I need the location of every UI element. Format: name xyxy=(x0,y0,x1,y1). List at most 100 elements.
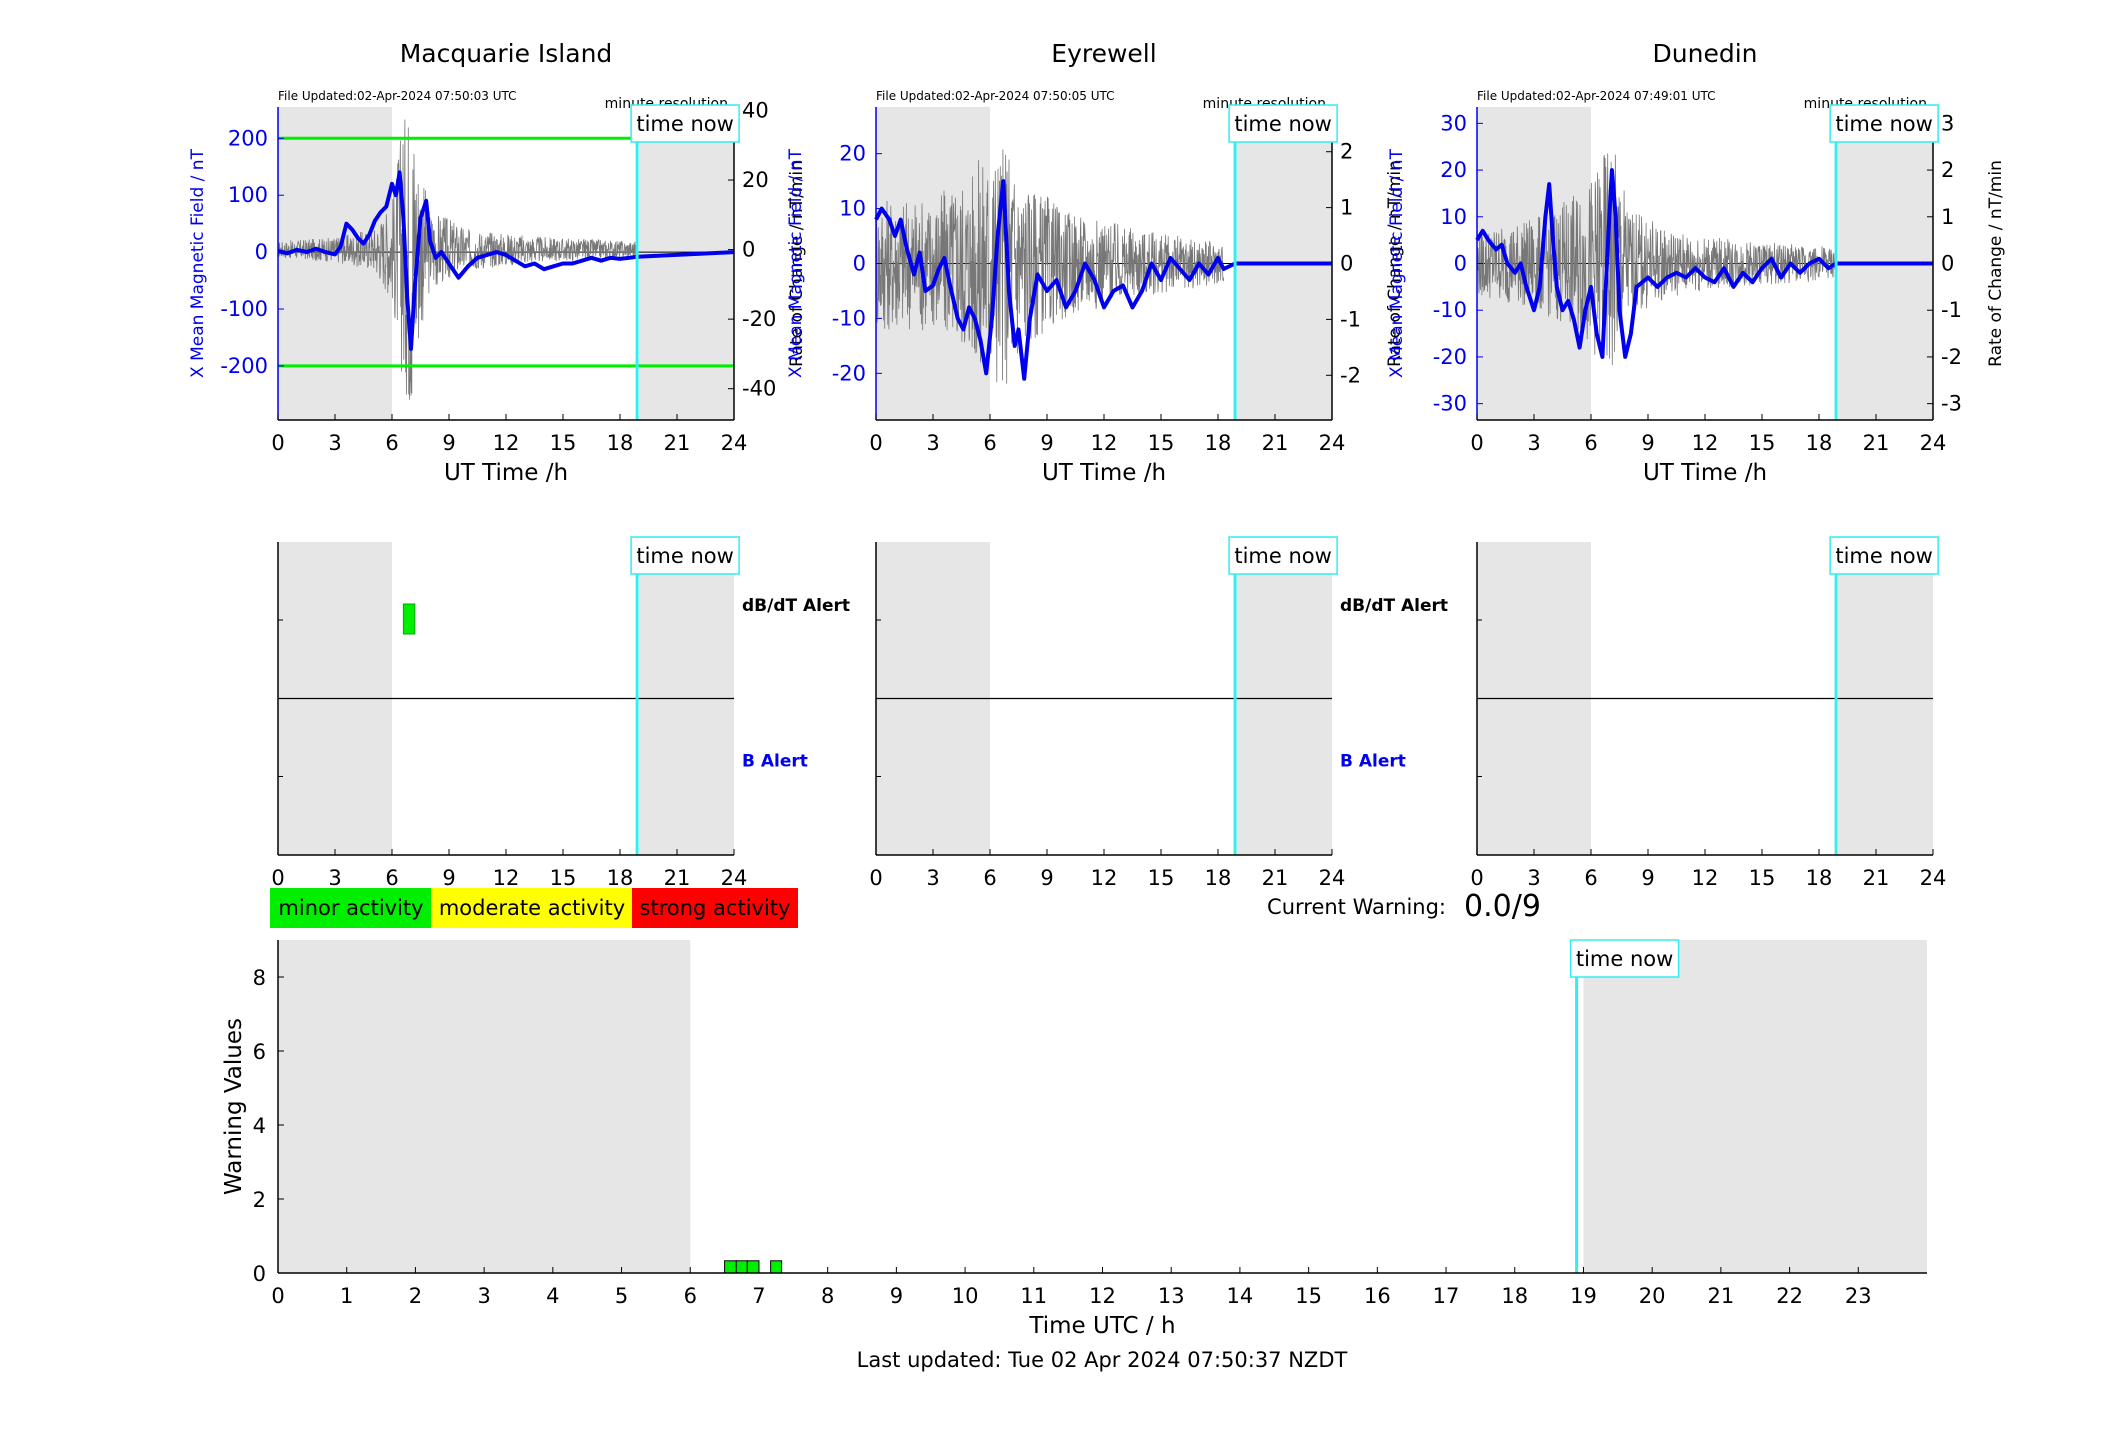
x-tick-label: 0 xyxy=(271,866,284,890)
x-axis-label: UT Time /h xyxy=(444,460,568,486)
x-tick-label: 18 xyxy=(1205,431,1232,455)
legend-swatch xyxy=(431,888,633,928)
x-tick-label: 8 xyxy=(821,1284,834,1308)
x-tick-label: 9 xyxy=(1641,431,1654,455)
time-now-box xyxy=(1228,104,1338,143)
y2-tick-label: 40 xyxy=(742,98,769,122)
x-tick-label: 0 xyxy=(869,866,882,890)
x-tick-label: 6 xyxy=(983,866,996,890)
x-tick-label: 15 xyxy=(1148,431,1175,455)
station-title: Dunedin xyxy=(1653,39,1758,68)
x-tick-label: 3 xyxy=(926,866,939,890)
night-shade xyxy=(1583,940,1927,1273)
x-tick-label: 12 xyxy=(1692,431,1719,455)
legend-swatch xyxy=(270,888,432,928)
x-tick-label: 12 xyxy=(1089,1284,1116,1308)
x-tick-label: 18 xyxy=(607,866,634,890)
x-tick-label: 9 xyxy=(1040,431,1053,455)
y-tick-label: -100 xyxy=(220,297,268,321)
y-tick-label: 100 xyxy=(228,183,268,207)
y-tick-label: -20 xyxy=(1433,345,1467,369)
x-tick-label: 24 xyxy=(1920,866,1947,890)
left-y-axis-label: X Mean Magnetic Field / nT xyxy=(1387,148,1407,378)
y2-tick-label: -40 xyxy=(742,377,776,401)
time-now-box xyxy=(1228,536,1338,575)
time-now-box xyxy=(630,536,740,575)
y-tick-label: 0 xyxy=(1454,252,1467,276)
x-axis-label: Time UTC / h xyxy=(1028,1313,1175,1339)
y-tick-label: 20 xyxy=(839,142,866,166)
x-tick-label: 21 xyxy=(1708,1284,1735,1308)
mag-field-series xyxy=(1475,168,1933,359)
x-tick-label: 3 xyxy=(1527,431,1540,455)
y2-tick-label: -3 xyxy=(1941,392,1962,416)
y-tick-label: 30 xyxy=(1440,111,1467,135)
x-tick-label: 9 xyxy=(890,1284,903,1308)
x-tick-label: 3 xyxy=(1527,866,1540,890)
y2-tick-label: 20 xyxy=(742,168,769,192)
night-shade xyxy=(278,940,691,1273)
alert-panel-0: 0 3 6 9 12 15 18 21 24 dB/dT Alert B Alert time now xyxy=(271,536,850,890)
time-now-text: time now xyxy=(1234,544,1331,568)
y2-tick-label: -1 xyxy=(1941,298,1962,322)
x-tick-label: 18 xyxy=(1501,1284,1528,1308)
x-tick-label: 4 xyxy=(546,1284,559,1308)
warning-bar xyxy=(770,1260,783,1274)
y-tick-label: -10 xyxy=(1433,298,1467,322)
y2-tick-label: -2 xyxy=(1941,345,1962,369)
alert-panel-1: 0 3 6 9 12 15 18 21 24 dB/dT Alert B Alert time now xyxy=(869,536,1448,890)
x-tick-label: 10 xyxy=(952,1284,979,1308)
x-tick-label: 9 xyxy=(442,431,455,455)
time-now-label: time now xyxy=(630,536,740,575)
x-axis-label: UT Time /h xyxy=(1042,460,1166,486)
x-tick-label: 9 xyxy=(442,866,455,890)
x-axis-label: UT Time /h xyxy=(1643,460,1767,486)
x-tick-label: 7 xyxy=(752,1284,765,1308)
x-tick-label: 3 xyxy=(926,431,939,455)
y-tick-label: -30 xyxy=(1433,392,1467,416)
legend-label: moderate activity xyxy=(439,896,625,920)
x-tick-label: 2 xyxy=(409,1284,422,1308)
y2-tick-label: 2 xyxy=(1941,158,1954,182)
x-tick-label: 0 xyxy=(271,431,284,455)
right-y-axis-label: Rate of Change / nT/min xyxy=(1986,160,2006,367)
x-tick-label: 24 xyxy=(721,866,748,890)
x-tick-label: 24 xyxy=(1319,866,1346,890)
file-updated-text: File Updated:02-Apr-2024 07:50:03 UTC xyxy=(278,89,517,103)
station-title: Macquarie Island xyxy=(400,39,613,68)
time-now-label: time now xyxy=(1569,939,1680,978)
x-tick-label: 24 xyxy=(721,431,748,455)
x-tick-label: 21 xyxy=(1262,866,1289,890)
x-tick-label: 6 xyxy=(385,431,398,455)
time-now-label: time now xyxy=(630,104,740,143)
y-tick-label: 2 xyxy=(253,1188,266,1212)
time-now-text: time now xyxy=(1576,947,1673,971)
current-warning: Current Warning: 0.0/9 xyxy=(1267,889,1541,924)
x-tick-label: 6 xyxy=(983,431,996,455)
x-tick-label: 21 xyxy=(1262,431,1289,455)
x-tick-label: 15 xyxy=(550,431,577,455)
x-tick-label: 22 xyxy=(1776,1284,1803,1308)
x-tick-label: 14 xyxy=(1227,1284,1254,1308)
x-tick-label: 17 xyxy=(1433,1284,1460,1308)
current-warning-label: Current Warning: xyxy=(1267,895,1446,919)
y2-tick-label: 3 xyxy=(1941,111,1954,135)
file-updated-text: File Updated:02-Apr-2024 07:49:01 UTC xyxy=(1477,89,1716,103)
warning-bar xyxy=(746,1260,760,1274)
x-tick-label: 13 xyxy=(1158,1284,1185,1308)
time-now-text: time now xyxy=(1835,544,1932,568)
x-tick-label: 6 xyxy=(1584,866,1597,890)
station-title: Eyrewell xyxy=(1051,39,1156,68)
x-tick-label: 15 xyxy=(1295,1284,1322,1308)
legend-swatch xyxy=(632,888,798,928)
y-tick-label: 10 xyxy=(839,197,866,221)
x-tick-label: 3 xyxy=(328,866,341,890)
time-now-text: time now xyxy=(636,544,733,568)
time-now-box xyxy=(1569,939,1680,978)
y-tick-label: 0 xyxy=(255,240,268,264)
rate-of-change-series xyxy=(1476,153,1837,366)
x-tick-label: 24 xyxy=(1319,431,1346,455)
